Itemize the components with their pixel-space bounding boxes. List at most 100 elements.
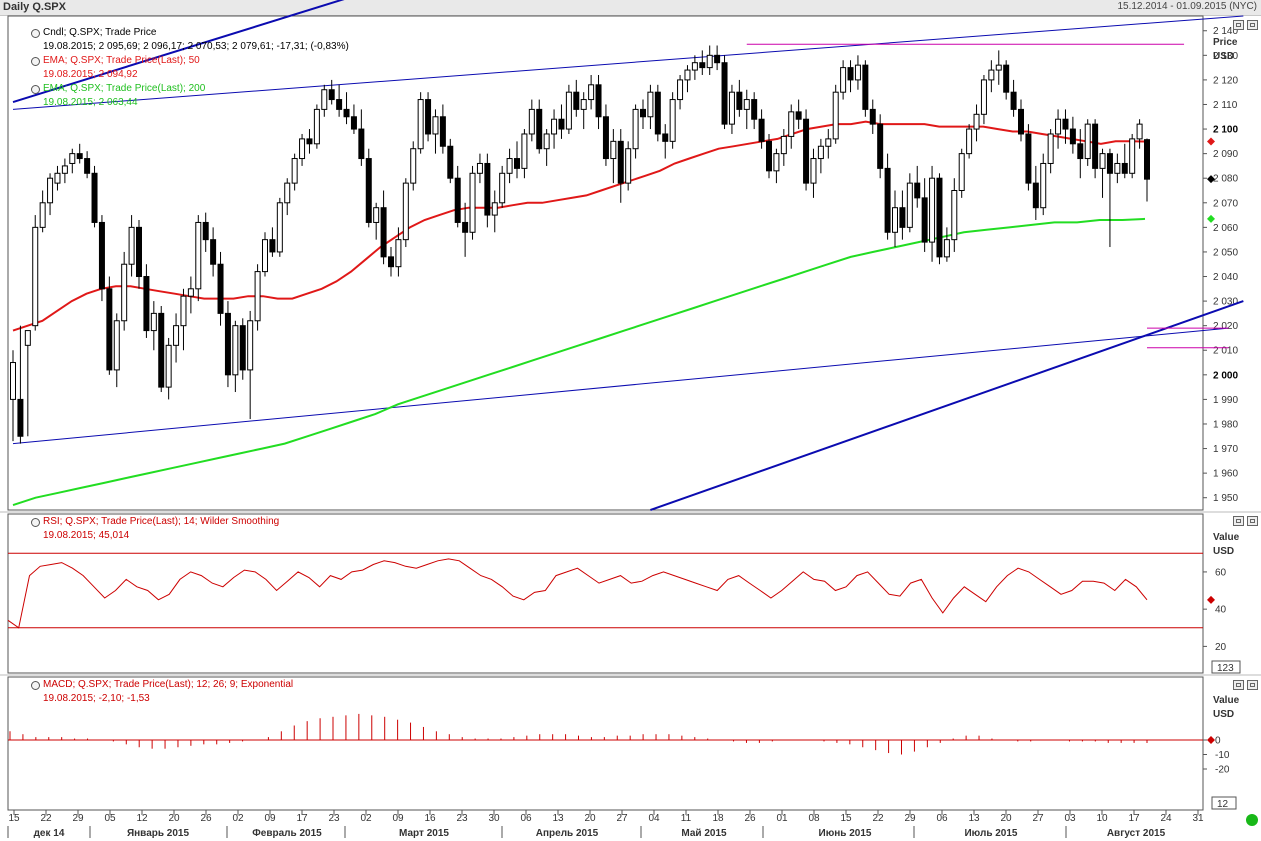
candle-body (106, 288, 113, 371)
clock-icon[interactable] (31, 84, 40, 94)
candle-body (951, 189, 958, 241)
rsi-tick-label: 40 (1215, 605, 1227, 616)
candle-body (506, 158, 513, 174)
candle-body (1018, 108, 1024, 135)
x-tick-label: 26 (744, 813, 756, 824)
x-tick-label: 30 (488, 813, 500, 824)
candle-body (136, 226, 142, 278)
maximize-panel-button[interactable] (1247, 516, 1258, 526)
candle-body (543, 133, 550, 150)
candle-body (232, 325, 239, 376)
price-tick-label: 2 060 (1213, 223, 1238, 234)
rsi-axis-title: Value (1213, 532, 1240, 543)
candle-body (336, 99, 343, 110)
ema200-legend-name: EMA; Q.SPX; Trade Price(Last); 200 (43, 83, 206, 94)
candle-body (840, 67, 847, 93)
candle-body (1129, 138, 1136, 174)
candle-body (595, 84, 602, 118)
candle-body (39, 202, 46, 228)
candle-body (54, 172, 61, 184)
x-tick-label: 01 (776, 813, 788, 824)
price-axis-title: Price (1213, 37, 1238, 48)
candle-body (936, 177, 943, 258)
price-tick-label: 2 120 (1213, 75, 1238, 86)
plot-area-3 (7, 676, 1204, 811)
rsi-legend: RSI; Q.SPX; Trade Price(Last); 14; Wilde… (31, 515, 279, 543)
x-tick-label: 15 (8, 813, 20, 824)
candle-body (929, 177, 936, 243)
price-tick-label: 2 090 (1213, 149, 1238, 160)
candle-body (439, 116, 446, 147)
candle-body (862, 64, 869, 110)
rsi-legend-name: RSI; Q.SPX; Trade Price(Last); 14; Wilde… (43, 516, 280, 527)
restore-panel-button[interactable] (1233, 20, 1244, 30)
x-tick-label: 22 (872, 813, 884, 824)
x-tick-label: 23 (328, 813, 340, 824)
clock-icon[interactable] (31, 517, 40, 527)
candle-body (1121, 162, 1128, 174)
candle-body (1114, 162, 1121, 174)
candle-body (877, 123, 884, 169)
candle-body (173, 325, 180, 346)
rsi-legend-value: 19.08.2015; 45,014 (43, 530, 130, 541)
restore-panel-button[interactable] (1233, 680, 1244, 690)
clock-icon[interactable] (31, 56, 40, 66)
x-tick-label: 16 (424, 813, 436, 824)
restore-panel-button[interactable] (1233, 516, 1244, 526)
x-tick-label: 29 (904, 813, 916, 824)
candle-body (980, 79, 987, 115)
candle-body (1106, 153, 1113, 174)
price-tick-label: 1 970 (1213, 444, 1238, 455)
candle-body (165, 344, 172, 388)
x-tick-label: 24 (1160, 813, 1172, 824)
candle-body (1010, 91, 1017, 110)
candle-body (1136, 123, 1143, 140)
price-tick-label: 1 980 (1213, 419, 1238, 430)
candle-body (32, 226, 39, 327)
candle-body (462, 221, 469, 233)
rsi-axis-unit: USD (1213, 546, 1234, 557)
ema50-marker (1207, 137, 1215, 146)
candle-body (269, 239, 276, 253)
macd-axis-title: Value (1213, 695, 1240, 706)
candle-body (299, 138, 306, 160)
connection-status-icon (1246, 814, 1258, 826)
candle-body (321, 89, 328, 110)
candle-body (47, 177, 54, 204)
rsi-tick-label: 20 (1215, 642, 1227, 653)
clock-icon[interactable] (31, 680, 40, 690)
candle-body (262, 239, 268, 273)
candle-body (217, 263, 224, 314)
trend-line (650, 300, 1244, 511)
x-tick-label: 29 (72, 813, 84, 824)
candle-body (573, 91, 580, 110)
candle-body (706, 54, 713, 69)
candle-body (499, 172, 506, 204)
candle-body (313, 108, 320, 145)
candle-body (617, 140, 624, 184)
ema200-legend-value: 19.08.2015; 2 063,44 (43, 97, 138, 108)
trend-line (12, 327, 1229, 445)
candle-body (958, 153, 965, 191)
candle-body (180, 295, 187, 327)
candle-body (773, 153, 780, 172)
clock-icon[interactable] (31, 28, 40, 38)
candle-body (736, 91, 743, 110)
maximize-panel-button[interactable] (1247, 20, 1258, 30)
x-tick-label: 06 (936, 813, 948, 824)
candle-body (291, 158, 298, 184)
candle-body (528, 108, 535, 135)
candle-body (625, 148, 632, 184)
chart-title: Daily Q.SPX (3, 1, 66, 13)
maximize-panel-button[interactable] (1247, 680, 1258, 690)
candle-body (187, 288, 194, 297)
candle-body (61, 165, 68, 174)
candle-body (69, 153, 76, 164)
macd-axis-unit: USD (1213, 709, 1234, 720)
candle-body (588, 84, 595, 101)
ema50-legend-value: 19.08.2015; 2 094,92 (43, 69, 138, 80)
candle-body (995, 64, 1002, 71)
candle-body (128, 226, 135, 265)
candle-body (714, 54, 721, 64)
